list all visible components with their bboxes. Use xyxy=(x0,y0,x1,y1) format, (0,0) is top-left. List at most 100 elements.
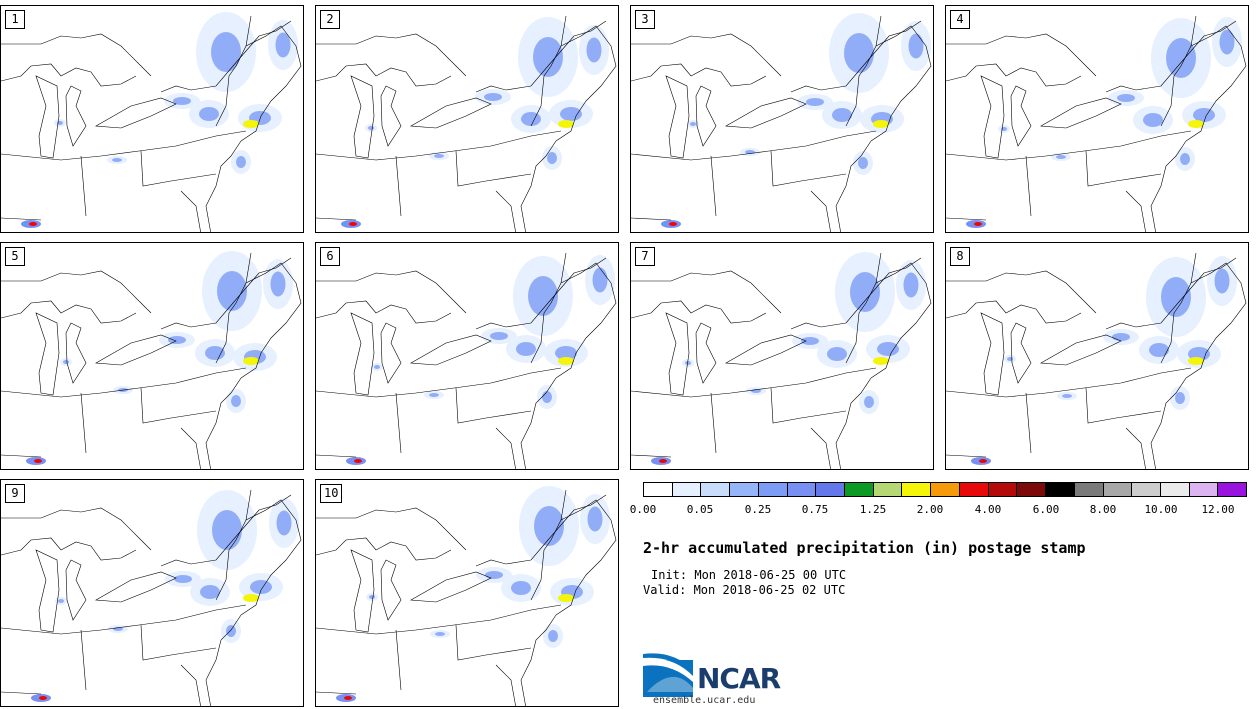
colorbar-swatch xyxy=(672,483,702,496)
precip-core xyxy=(236,156,246,168)
precip-max xyxy=(873,357,889,365)
stamp-panel-1: 1 xyxy=(0,5,304,233)
precip-max xyxy=(243,357,259,365)
colorbar-swatch xyxy=(988,483,1018,496)
precip-core xyxy=(484,93,502,101)
precip-core xyxy=(832,108,852,122)
map-boundary xyxy=(205,140,242,232)
map-boundary xyxy=(530,489,567,601)
map-boundary xyxy=(316,507,467,551)
map-boundary xyxy=(1150,140,1187,232)
init-time: Init: Mon 2018-06-25 00 UTC xyxy=(651,568,847,582)
map-boundary xyxy=(555,499,617,616)
stamp-map xyxy=(1,12,302,232)
map-boundary xyxy=(205,377,242,469)
map-boundary xyxy=(1150,377,1187,469)
map-boundary xyxy=(695,85,717,147)
colorbar-swatch xyxy=(1132,483,1161,496)
precip-core xyxy=(1056,155,1066,159)
map-boundary xyxy=(1,33,152,77)
map-boundary xyxy=(1105,20,1237,93)
map-boundary xyxy=(240,499,302,616)
map-boundary xyxy=(316,63,452,87)
precip-core xyxy=(908,33,924,59)
map-boundary xyxy=(631,300,767,324)
colorbar-tick-label: 8.00 xyxy=(1089,503,1117,516)
precip-core xyxy=(685,361,691,365)
stamp-map xyxy=(631,13,932,232)
map-boundary xyxy=(946,63,1082,87)
map-boundary xyxy=(631,190,831,232)
colorbar-tick-label: 0.75 xyxy=(801,503,829,516)
map-boundary xyxy=(80,150,217,217)
map-boundary xyxy=(1185,262,1247,379)
map-boundary xyxy=(946,190,1146,232)
map-boundary xyxy=(240,25,302,142)
colorbar-tick-label: 0.05 xyxy=(686,503,714,516)
map-boundary xyxy=(1,130,247,161)
stamp-panel-4: 4 xyxy=(945,5,1249,233)
map-boundary xyxy=(316,664,516,706)
map-boundary xyxy=(316,300,452,324)
map-boundary xyxy=(65,559,87,621)
map-boundary xyxy=(530,252,567,364)
map-boundary xyxy=(160,257,292,330)
colorbar-tick-label: 0.00 xyxy=(629,503,657,516)
precip-core xyxy=(858,157,868,169)
precip-core xyxy=(586,37,602,63)
precip-core xyxy=(827,347,847,361)
map-boundary xyxy=(80,624,217,691)
map-boundary xyxy=(316,604,562,635)
colorbar-swatch xyxy=(1103,483,1133,496)
precip-core xyxy=(226,625,236,637)
stamp-number: 2 xyxy=(320,10,340,29)
stamp-panel-9: 9 xyxy=(0,479,304,707)
precip-max xyxy=(354,459,362,463)
precip-core xyxy=(844,33,874,73)
map-boundary xyxy=(665,75,690,159)
precip-core xyxy=(560,107,582,121)
map-boundary xyxy=(845,252,882,364)
precip-max xyxy=(659,459,667,463)
colorbar-swatch xyxy=(931,483,960,496)
map-boundary xyxy=(1,537,137,561)
map-boundary xyxy=(65,85,87,147)
map-boundary xyxy=(1105,257,1237,330)
map-boundary xyxy=(35,75,60,159)
map-boundary xyxy=(1040,334,1122,366)
precip-core xyxy=(1117,94,1135,102)
precip-core xyxy=(1112,333,1130,341)
precip-core xyxy=(1175,392,1185,404)
map-boundary xyxy=(946,33,1097,77)
colorbar-swatch xyxy=(873,483,903,496)
precip-core xyxy=(516,342,536,356)
precip-core xyxy=(1007,357,1013,361)
ncar-logo-icon xyxy=(643,653,693,697)
precip-max xyxy=(1188,357,1204,365)
map-boundary xyxy=(665,312,690,396)
precip-core xyxy=(212,510,242,550)
map-boundary xyxy=(380,322,402,384)
precip-max xyxy=(39,696,47,700)
map-boundary xyxy=(475,494,607,567)
map-boundary xyxy=(316,33,467,77)
map-boundary xyxy=(95,97,177,129)
map-boundary xyxy=(1025,387,1162,454)
map-boundary xyxy=(475,20,607,93)
map-boundary xyxy=(410,571,492,603)
precip-core xyxy=(547,152,557,164)
map-boundary xyxy=(215,489,252,601)
map-boundary xyxy=(980,312,1005,396)
map-boundary xyxy=(65,322,87,384)
colorbar-swatch xyxy=(1218,483,1247,496)
map-boundary xyxy=(790,257,922,330)
map-boundary xyxy=(350,75,375,159)
map-boundary xyxy=(555,25,617,142)
precip-max xyxy=(349,222,357,226)
precip-core xyxy=(533,37,563,77)
map-boundary xyxy=(530,15,567,127)
precip-core xyxy=(368,126,374,130)
precip-core xyxy=(1219,29,1235,55)
precip-core xyxy=(200,585,220,599)
map-boundary xyxy=(725,97,807,129)
